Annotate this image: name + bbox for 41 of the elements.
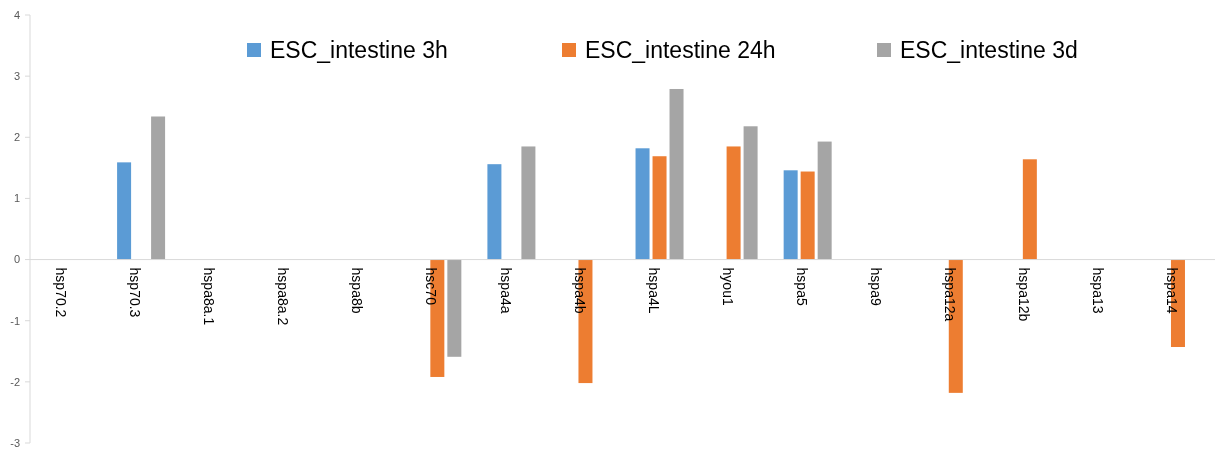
x-tick-label: hspa8a.2	[275, 267, 292, 326]
bar	[800, 171, 815, 260]
legend-label: ESC_intestine 3h	[270, 37, 448, 64]
x-tick-label: hsc70	[423, 267, 440, 306]
x-tick-label: hspa8b	[349, 267, 366, 314]
y-tick-label: 2	[13, 131, 20, 144]
x-tick-label: hspa5	[793, 267, 810, 306]
y-tick-label: -2	[10, 375, 20, 388]
x-tick-label: hspa4b	[571, 267, 588, 314]
x-tick-label: hsp70.2	[53, 267, 70, 318]
bar	[1022, 159, 1037, 260]
bar	[669, 88, 684, 260]
bar	[117, 162, 132, 260]
bar	[817, 141, 832, 260]
y-tick-label: 1	[13, 192, 20, 205]
x-tick-label: hspa13	[1090, 267, 1107, 314]
x-tick-label: hspa8a.1	[201, 267, 218, 326]
y-tick-label: 3	[13, 69, 20, 82]
y-tick-label: -3	[10, 436, 20, 449]
x-tick-label: hspa9	[867, 267, 884, 306]
x-tick-label: hspa14	[1164, 267, 1181, 314]
bar	[743, 126, 758, 260]
legend-label: ESC_intestine 3d	[900, 37, 1078, 64]
bar	[487, 164, 502, 260]
bar	[652, 156, 667, 260]
bar	[783, 170, 798, 260]
bar	[726, 146, 741, 260]
y-tick-label: 4	[13, 8, 20, 21]
legend-label: ESC_intestine 24h	[585, 37, 776, 64]
y-tick-label: -1	[10, 314, 20, 327]
x-tick-label: hspa4L	[645, 267, 662, 314]
x-tick-label: hspa12a	[941, 267, 958, 322]
bar	[521, 146, 536, 260]
bar	[635, 148, 650, 260]
x-tick-label: hyou1	[719, 267, 736, 306]
bar	[151, 116, 166, 260]
bar	[447, 259, 462, 357]
x-tick-label: hspa4a	[497, 267, 514, 314]
x-tick-label: hsp70.3	[127, 267, 144, 318]
y-tick-label: 0	[13, 253, 20, 266]
x-tick-label: hspa12b	[1015, 267, 1032, 322]
